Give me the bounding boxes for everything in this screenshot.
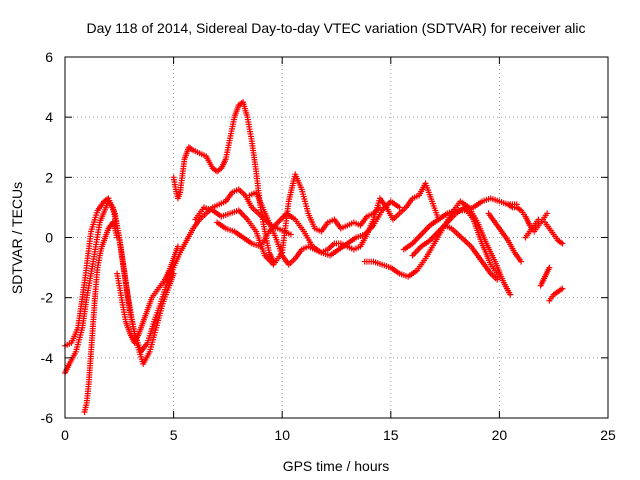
axis-ticks: 0 5 10 15 20 25 -6 -4 -2 0 2 4 6 [41,49,616,443]
y-tick-label: 6 [45,49,53,65]
x-tick-label: 25 [600,427,616,443]
series-markers [114,243,181,346]
series-markers [246,180,442,268]
series-markers [537,264,553,289]
series-markers [409,204,503,280]
series-sat-h [246,180,442,268]
x-tick-label: 5 [170,427,178,443]
x-tick-label: 15 [383,427,399,443]
series-markers [542,219,566,247]
series-sat-q [542,219,566,247]
series-markers [442,222,501,283]
x-tick-label: 20 [492,427,508,443]
chart-title: Day 118 of 2014, Sidereal Day-to-day VTE… [86,20,585,36]
series-sat-f [192,171,383,268]
series-markers [485,210,525,265]
y-tick-label: 0 [45,230,53,246]
y-tick-label: 4 [45,109,53,125]
y-axis-title: SDTVAR / TECUs [9,182,25,294]
series-sat-o [522,216,542,241]
x-tick-label: 0 [61,427,69,443]
series-sat-r [546,285,566,304]
series-markers [81,219,121,415]
series-sat-d [114,243,181,346]
series-markers [400,195,520,253]
y-tick-label: -2 [41,290,54,306]
x-axis-title: GPS time / hours [283,458,390,474]
x-tick-label: 10 [274,427,290,443]
series-sat-l [442,222,501,283]
series-sat-k [409,204,503,280]
series-sat-e [170,99,277,265]
series-markers [192,171,383,268]
series-markers [505,201,551,235]
series-sat-n [505,201,551,235]
series-sat-j [400,195,520,253]
series-markers [170,99,277,265]
y-tick-label: -6 [41,410,54,426]
series-markers [546,285,566,304]
series-sat-c [81,219,121,415]
series-markers [522,216,542,241]
series-sat-g [214,198,403,259]
series-sat-m [485,210,525,265]
y-tick-label: -4 [41,350,54,366]
series-sat-p [537,264,553,289]
data-points [62,99,566,415]
y-tick-label: 2 [45,169,53,185]
series-markers [214,198,403,259]
